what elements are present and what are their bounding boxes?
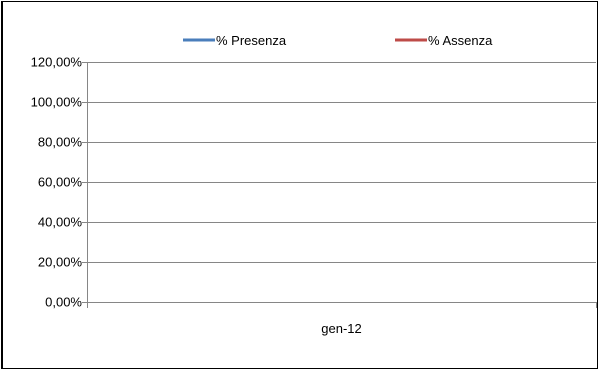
gridlines bbox=[87, 62, 596, 263]
y-tick-label: 100,00% bbox=[31, 95, 83, 110]
y-tick-label: 0,00% bbox=[45, 295, 82, 310]
legend: % Presenza % Assenza bbox=[183, 33, 493, 48]
axes bbox=[82, 62, 597, 308]
legend-label: % Presenza bbox=[216, 33, 287, 48]
x-tick-label: gen-12 bbox=[321, 321, 361, 336]
y-tick-label: 60,00% bbox=[38, 175, 83, 190]
y-tick-label: 40,00% bbox=[38, 215, 83, 230]
y-tick-label: 120,00% bbox=[31, 55, 83, 70]
x-tick-labels: gen-12 bbox=[321, 321, 361, 336]
y-tick-label: 20,00% bbox=[38, 255, 83, 270]
legend-label: % Assenza bbox=[428, 33, 493, 48]
y-tick-label: 80,00% bbox=[38, 135, 83, 150]
y-tick-labels: 0,00% 20,00% 40,00% 60,00% 80,00% 100,00% 120,… bbox=[31, 55, 83, 310]
